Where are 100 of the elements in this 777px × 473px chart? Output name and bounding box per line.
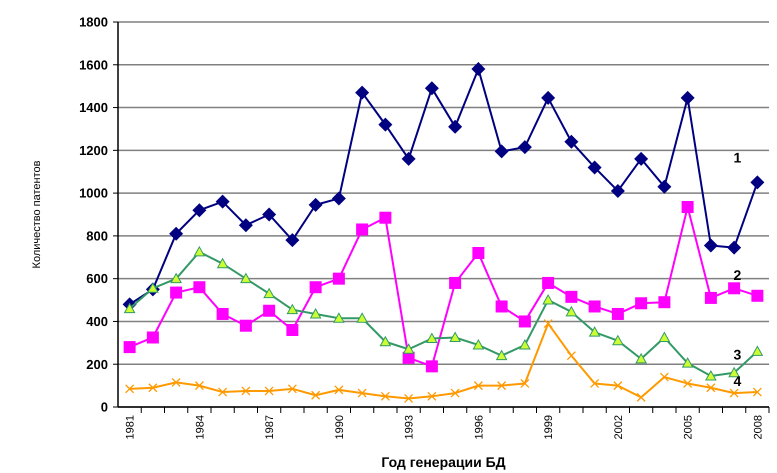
point (426, 360, 438, 372)
point (588, 160, 602, 174)
point (658, 332, 670, 342)
point (147, 282, 158, 293)
series-label: 4 (733, 373, 742, 390)
point (310, 308, 322, 318)
point (218, 387, 228, 397)
point (286, 304, 298, 314)
point (590, 378, 600, 388)
y-tick-label: 1200 (79, 142, 108, 158)
y-tick-label: 800 (86, 228, 108, 244)
point (588, 300, 601, 312)
point (170, 273, 182, 284)
x-tick-label: 1996 (473, 415, 486, 440)
point (448, 120, 462, 134)
point (519, 339, 530, 350)
point (310, 281, 322, 294)
series-label: 3 (733, 346, 742, 362)
point (472, 247, 484, 259)
point (427, 392, 437, 401)
point (240, 320, 252, 332)
point (357, 388, 367, 398)
point (752, 346, 763, 356)
point (146, 331, 159, 344)
point (682, 201, 694, 214)
x-tick-label: 1984 (194, 415, 206, 440)
point (238, 218, 253, 232)
y-tick-label: 1800 (79, 14, 108, 30)
point (518, 140, 532, 154)
point (496, 350, 508, 360)
point (124, 384, 134, 394)
point (706, 383, 716, 392)
point (657, 180, 672, 194)
point (728, 367, 740, 378)
point (379, 212, 392, 224)
point (496, 300, 508, 312)
point (727, 240, 742, 255)
point (541, 90, 556, 105)
point (634, 152, 648, 166)
point (680, 90, 695, 105)
point (380, 336, 391, 346)
point (472, 339, 484, 350)
point (542, 294, 554, 305)
point (192, 203, 206, 218)
point (564, 134, 578, 149)
y-tick-label: 200 (86, 356, 108, 372)
point (566, 351, 576, 360)
point (217, 258, 228, 268)
point (378, 118, 392, 132)
point (704, 238, 718, 253)
point (402, 152, 416, 166)
point (542, 276, 554, 289)
point (728, 282, 740, 294)
point (240, 273, 252, 284)
y-tick-label: 400 (86, 314, 108, 329)
x-tick-label: 1990 (334, 415, 346, 440)
point (288, 384, 298, 394)
point (216, 194, 230, 209)
y-axis-title: Количество патентов (31, 160, 43, 268)
point (403, 344, 414, 354)
point (543, 318, 553, 328)
point (286, 324, 298, 336)
point (520, 378, 530, 388)
point (124, 341, 136, 354)
point (450, 388, 460, 398)
point (404, 394, 414, 404)
point (169, 226, 184, 241)
point (193, 281, 206, 294)
point (308, 198, 323, 212)
series-label: 2 (733, 266, 742, 283)
point (682, 378, 692, 388)
x-tick-label: 2005 (682, 415, 695, 440)
point (636, 353, 647, 364)
point (704, 292, 717, 304)
point (471, 62, 486, 76)
point (496, 380, 506, 390)
point (285, 233, 300, 248)
point (194, 246, 205, 256)
series-label: 1 (733, 149, 742, 166)
point (332, 191, 346, 206)
point (170, 286, 182, 299)
point (216, 308, 229, 320)
point (124, 303, 136, 314)
x-axis-title: Год генерации БД (381, 454, 506, 470)
point (610, 184, 625, 198)
x-tick-label: 1999 (543, 415, 556, 440)
x-tick-label: 2008 (752, 415, 764, 440)
y-tick-label: 1000 (79, 186, 108, 201)
y-tick-label: 1400 (79, 100, 108, 116)
point (729, 388, 739, 398)
point (612, 308, 624, 320)
point (332, 272, 345, 285)
point (264, 386, 274, 396)
point (635, 297, 648, 310)
x-tick-label: 2002 (612, 415, 625, 440)
point (636, 392, 646, 402)
point (263, 304, 276, 317)
point (474, 380, 484, 390)
point (194, 380, 204, 390)
point (752, 387, 762, 397)
